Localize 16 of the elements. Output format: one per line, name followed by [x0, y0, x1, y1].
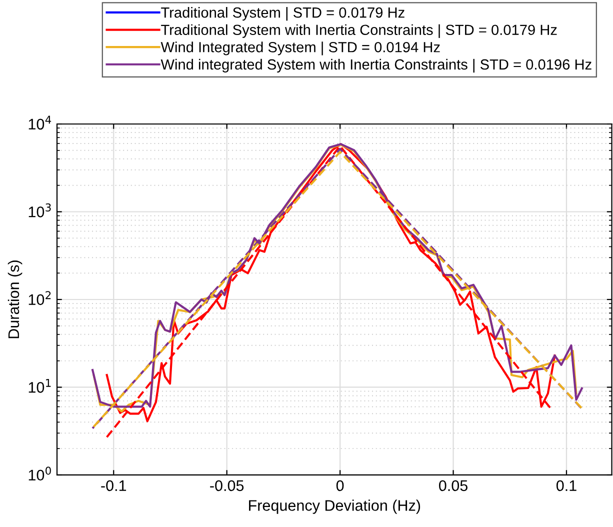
legend-label: Traditional System with Inertia Constraints | STD = 0.0179 Hz	[161, 24, 557, 38]
legend-label: Wind integrated System with Inertia Constraints | STD = 0.0196 Hz	[160, 58, 592, 73]
x-tick-label: 0.05	[439, 480, 468, 492]
y-tick-label: 10$^{0}$	[28, 466, 51, 481]
x-tick-label: 0.1	[556, 480, 576, 492]
x-axis-title: Frequency Deviation (Hz)	[249, 500, 420, 514]
legend-label: Traditional System | STD = 0.0179 Hz	[161, 7, 404, 21]
legend-label: Wind Integrated System | STD = 0.0194 Hz	[160, 42, 440, 56]
y-tick-label: 10$^{1}$	[28, 379, 51, 393]
x-tick-label: 0	[336, 480, 344, 492]
y-axis-title: Duration (s)	[8, 260, 22, 338]
y-tick-label: 10$^{4}$	[28, 116, 52, 130]
x-tick-label: -0.1	[101, 480, 126, 492]
y-tick-label: 10$^{2}$	[28, 291, 51, 306]
y-tick-label: 10$^{3}$	[28, 203, 51, 218]
x-tick-label: -0.05	[210, 480, 244, 492]
